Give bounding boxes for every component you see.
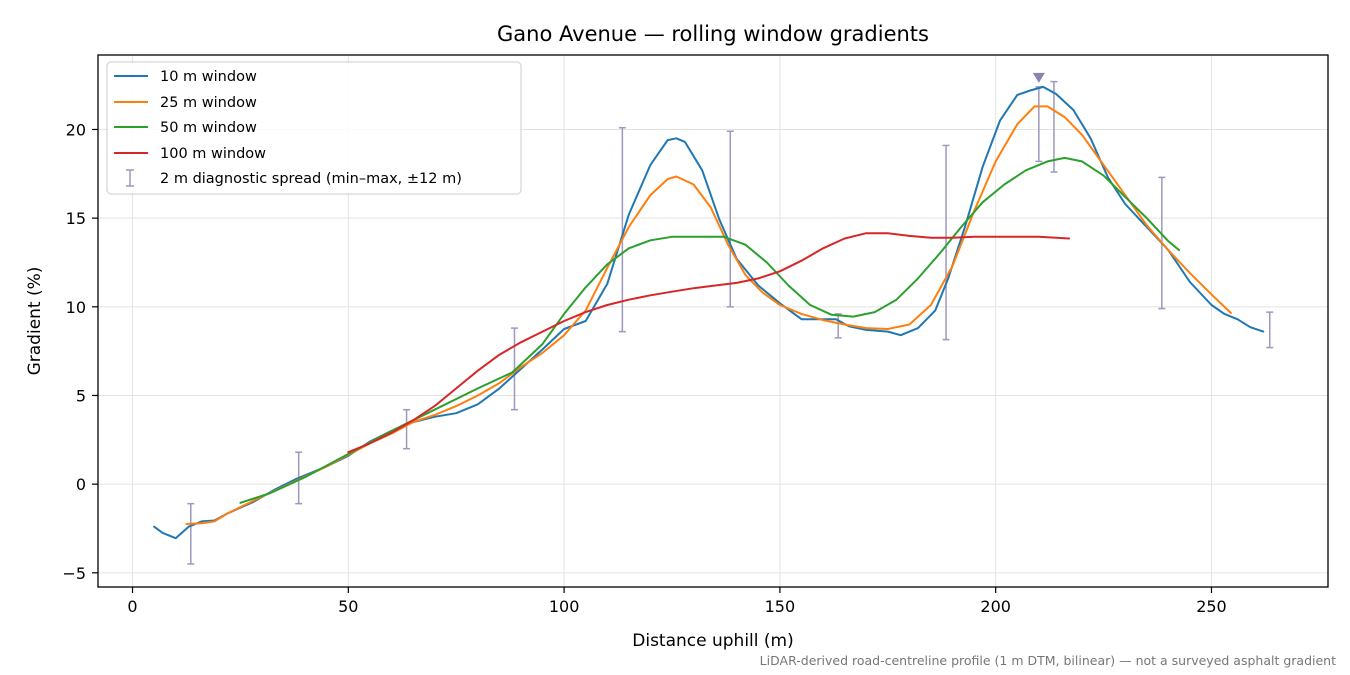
peak-marker	[1032, 72, 1045, 83]
y-tick-label: 0	[76, 475, 86, 494]
errorbar	[834, 313, 842, 339]
legend-box	[106, 61, 522, 195]
peak-marker-layer	[1032, 72, 1045, 83]
legend-label-4: 100 m window	[160, 146, 266, 162]
x-axis-label: Distance uphill (m)	[632, 631, 793, 651]
x-tick-label: 50	[338, 597, 358, 616]
chart-title: Gano Avenue — rolling window gradients	[497, 22, 929, 46]
y-tick-label: −5	[62, 564, 86, 583]
y-tick-label: 15	[66, 209, 86, 228]
x-tick-label: 100	[549, 597, 580, 616]
errorbar	[187, 502, 195, 565]
axis-ticks: 0 50 100 150 200 250 −5 0 5 10 15 20	[62, 120, 1226, 616]
x-tick-label: 200	[980, 597, 1011, 616]
errorbar	[510, 327, 518, 411]
errorbar	[618, 126, 626, 333]
legend: 10 m window 25 m window 50 m window 100 m w…	[106, 61, 522, 195]
y-tick-label: 10	[66, 298, 86, 317]
legend-label-errorbar: 2 m diagnostic spread (min–max, ±12 m)	[160, 171, 462, 187]
y-axis-label: Gradient (%)	[25, 267, 45, 376]
x-tick-label: 150	[765, 597, 796, 616]
errorbar	[1050, 80, 1058, 173]
x-tick-label: 0	[127, 597, 137, 616]
x-tick-label: 250	[1196, 597, 1227, 616]
legend-swatch-errorbar	[126, 169, 134, 187]
series-line-4	[347, 232, 1071, 454]
errorbar	[403, 408, 411, 450]
errorbar	[942, 144, 950, 341]
y-tick-label: 20	[66, 120, 86, 139]
footnote: LiDAR-derived road-centreline profile (1…	[760, 653, 1336, 668]
errorbars	[187, 80, 1274, 565]
legend-label-3: 50 m window	[160, 120, 257, 136]
plot-frame	[97, 54, 1329, 588]
errorbar	[1266, 311, 1274, 349]
legend-label-1: 10 m window	[160, 69, 257, 85]
grid	[98, 55, 1328, 587]
series-lines	[153, 85, 1265, 540]
y-tick-label: 5	[76, 386, 86, 405]
errorbar	[726, 130, 734, 308]
legend-label-2: 25 m window	[160, 95, 257, 111]
series-line-3	[239, 156, 1181, 504]
